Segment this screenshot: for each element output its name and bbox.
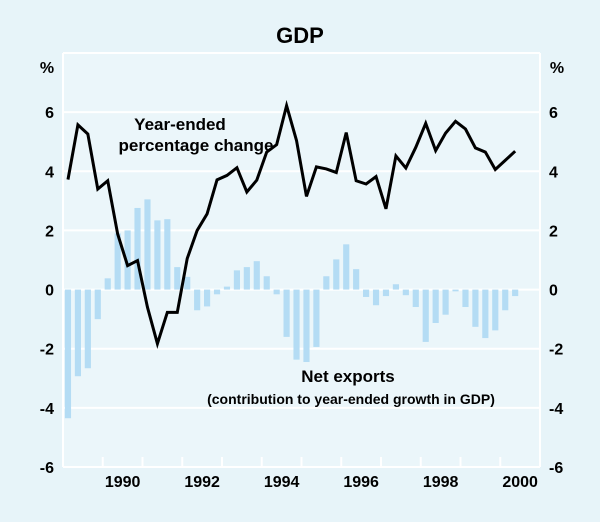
net-exports-bar xyxy=(74,289,81,377)
net-exports-bar xyxy=(382,289,390,297)
net-exports-bar xyxy=(253,261,260,290)
net-exports-bar xyxy=(452,289,459,292)
net-exports-bar xyxy=(363,289,370,297)
y-tick-label-right: 0 xyxy=(549,283,558,300)
net-exports-bar xyxy=(502,289,509,311)
line-label-1: Year-ended xyxy=(134,115,226,134)
bar-series-label: Net exports (contribution to year-ended … xyxy=(207,367,495,407)
net-exports-bars xyxy=(64,199,519,419)
y-tick-label-right: 4 xyxy=(549,164,558,181)
y-tick-label-left: -2 xyxy=(40,342,54,359)
chart-title: GDP xyxy=(276,23,324,48)
net-exports-bar xyxy=(84,289,91,369)
net-exports-bar xyxy=(154,220,161,290)
x-tick-label: 1990 xyxy=(105,474,141,491)
year-ended-change-line xyxy=(66,99,517,349)
y-tick-label-left: 0 xyxy=(45,283,54,300)
net-exports-bar xyxy=(213,289,221,295)
bar-label-1: Net exports xyxy=(301,367,395,386)
x-tick-label: 1996 xyxy=(343,474,379,491)
net-exports-bar xyxy=(333,259,340,290)
net-exports-bar xyxy=(472,289,479,327)
net-exports-bar xyxy=(134,207,141,290)
x-tick-label: 2000 xyxy=(502,474,538,491)
net-exports-bar xyxy=(402,289,409,296)
y-tick-label-right: -2 xyxy=(549,342,563,359)
net-exports-bar xyxy=(482,289,489,339)
x-axis-labels: 1990 1992 1994 1996 1998 2000 xyxy=(105,474,538,491)
y-tick-label-left: 6 xyxy=(45,105,54,122)
y-tick-label-right: -6 xyxy=(549,460,563,477)
y-tick-label-left: 2 xyxy=(45,223,54,240)
y-axis-left-unit: % xyxy=(40,60,54,77)
net-exports-bar xyxy=(392,284,399,290)
net-exports-bar xyxy=(233,270,240,290)
y-tick-label-left: -4 xyxy=(40,401,54,418)
net-exports-bar xyxy=(442,289,449,315)
net-exports-bar xyxy=(412,289,419,308)
line-label-2: percentage change xyxy=(119,136,274,155)
x-tick-label: 1998 xyxy=(423,474,459,491)
net-exports-bar xyxy=(273,289,280,295)
net-exports-bar xyxy=(303,289,310,363)
net-exports-bar xyxy=(313,289,320,347)
net-exports-bar xyxy=(184,276,191,290)
net-exports-bar xyxy=(94,289,101,320)
net-exports-bar xyxy=(323,276,330,290)
net-exports-bar xyxy=(194,289,201,311)
net-exports-bar xyxy=(432,289,439,323)
net-exports-bar xyxy=(422,289,429,342)
net-exports-bar xyxy=(64,289,72,419)
y-tick-label-left: -6 xyxy=(40,460,54,477)
net-exports-bar xyxy=(114,233,121,290)
net-exports-bar xyxy=(243,267,250,290)
net-exports-bar xyxy=(164,219,171,290)
net-exports-bar xyxy=(223,286,231,290)
y-tick-label-right: -4 xyxy=(549,401,563,418)
y-axis-left: -6 -4 -2 0 2 4 6 xyxy=(40,105,54,477)
net-exports-bar xyxy=(512,289,519,297)
net-exports-bar xyxy=(283,289,290,337)
net-exports-bar xyxy=(293,289,300,360)
net-exports-bar xyxy=(263,276,270,290)
net-exports-bar xyxy=(174,267,181,290)
x-tick-marks xyxy=(101,457,502,467)
net-exports-bar xyxy=(124,230,131,290)
plot-area xyxy=(63,53,540,467)
net-exports-bar xyxy=(204,289,211,307)
y-axis-right-unit: % xyxy=(550,60,564,77)
x-tick-label: 1994 xyxy=(264,474,300,491)
line-series-label: Year-ended percentage change xyxy=(119,115,274,155)
y-tick-label-left: 4 xyxy=(45,164,54,181)
net-exports-bar xyxy=(343,244,350,290)
y-tick-label-right: 6 xyxy=(549,105,558,122)
net-exports-bar xyxy=(144,199,151,290)
y-axis-right: -6 -4 -2 0 2 4 6 xyxy=(549,105,563,477)
net-exports-bar xyxy=(353,269,360,290)
y-tick-label-right: 2 xyxy=(549,223,558,240)
net-exports-bar xyxy=(372,289,380,306)
x-tick-label: 1992 xyxy=(184,474,220,491)
net-exports-bar xyxy=(492,289,499,331)
net-exports-bar xyxy=(104,278,111,290)
bar-label-2: (contribution to year-ended growth in GD… xyxy=(207,391,495,407)
net-exports-bar xyxy=(462,289,469,308)
